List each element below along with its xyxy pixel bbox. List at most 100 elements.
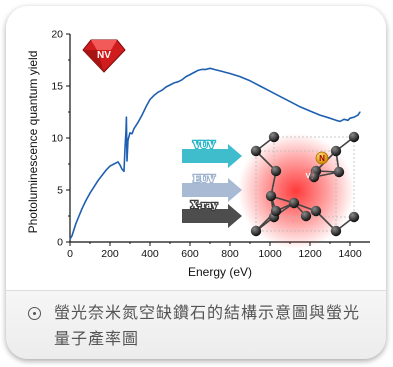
data-point (73, 228, 75, 231)
chart-panel: 0 5 10 15 20 0 200 400 600 800 1000 1200 1400 Energy … (6, 6, 386, 290)
caption-text: 螢光奈米氮空缺鑽石的結構示意圖與螢光量子產率圖 (54, 303, 361, 348)
data-point (75, 222, 77, 224)
data-point (129, 132, 131, 134)
data-point (209, 67, 211, 69)
carbon-atom (268, 131, 280, 143)
nv-crystal-illustration: NV (238, 131, 360, 249)
data-point (69, 238, 71, 240)
data-point (78, 215, 80, 217)
data-point (259, 85, 261, 87)
x-tick-label: 400 (141, 248, 159, 260)
x-tick-label: 1000 (258, 248, 282, 260)
arrow-shape (182, 178, 242, 202)
x-tick-label: 800 (221, 248, 239, 260)
arrow-xray-icon: X-ray (182, 200, 242, 228)
data-point (113, 163, 115, 165)
data-point (217, 69, 219, 71)
arrow-label: EUV (193, 175, 216, 185)
data-point (173, 82, 175, 84)
caption-bar: 螢光奈米氮空缺鑽石的結構示意圖與螢光量子產率圖 (6, 290, 386, 359)
data-point (117, 161, 119, 163)
carbon-atom (300, 210, 312, 222)
gem-facet-left (83, 50, 104, 72)
data-point (101, 174, 103, 176)
data-point (319, 114, 321, 116)
x-tick-label: 0 (67, 248, 73, 260)
data-point (347, 119, 349, 121)
data-point (119, 164, 121, 166)
gem-label: NV (97, 50, 111, 61)
data-point (165, 86, 167, 88)
data-point (97, 180, 99, 182)
y-tick-label: 5 (57, 185, 63, 197)
data-point (157, 91, 159, 93)
data-point (329, 117, 331, 119)
figure-card: 0 5 10 15 20 0 200 400 600 800 1000 1200 1400 Energy … (6, 6, 386, 359)
data-point (205, 68, 207, 70)
data-point (335, 119, 337, 121)
data-point (225, 71, 227, 74)
data-point (177, 81, 179, 83)
arrow-euv-icon: EUV (182, 174, 242, 202)
nitrogen-atom (315, 151, 329, 165)
data-point (133, 128, 135, 130)
data-point (339, 120, 341, 122)
data-point (125, 116, 127, 118)
data-point (229, 72, 231, 75)
data-point (239, 76, 241, 78)
data-point (149, 98, 151, 101)
carbon-atom (348, 131, 360, 143)
x-tick-label: 200 (101, 248, 119, 260)
carbon-atom (288, 197, 300, 209)
data-point (221, 70, 223, 72)
carbon-atom (265, 190, 277, 202)
data-point (197, 69, 199, 71)
carbon-atom (348, 211, 360, 223)
data-point (279, 95, 281, 97)
carbon-atom (250, 145, 262, 157)
carbon-atom (270, 165, 282, 177)
data-point (357, 114, 359, 116)
series-line (69, 67, 361, 240)
x-tick-label: 600 (181, 248, 199, 260)
data-point (153, 94, 155, 96)
data-point (126, 160, 128, 162)
nitrogen-label: N (319, 154, 325, 163)
data-point (349, 117, 351, 119)
vacancy-label: V (305, 171, 310, 180)
y-tick-label: 10 (51, 133, 63, 145)
data-point (124, 147, 126, 149)
carbon-atom (330, 225, 342, 237)
data-point (161, 89, 163, 91)
carbon-atom (333, 166, 345, 178)
gem-body (82, 39, 126, 73)
data-point (213, 68, 215, 70)
x-tick-label: 1200 (298, 248, 322, 260)
data-point (145, 106, 147, 108)
data-point (343, 118, 345, 120)
data-point (269, 90, 271, 92)
x-axis-label: Energy (eV) (188, 265, 252, 279)
target-circle-icon (28, 307, 41, 320)
data-point (137, 121, 139, 123)
data-point (93, 186, 95, 188)
y-axis-label: Photoluminescence quantum yield (26, 51, 40, 234)
data-point (193, 71, 195, 74)
data-point (131, 133, 133, 135)
data-point (249, 80, 251, 82)
data-point (125, 130, 127, 132)
y-tick-label: 15 (51, 81, 63, 93)
arrow-label: VUV (192, 141, 216, 151)
data-point (81, 208, 83, 210)
data-point (127, 139, 129, 141)
carbon-atom (310, 205, 322, 217)
x-tick-label: 1400 (338, 248, 362, 260)
data-point (181, 79, 183, 81)
nv-gem-icon: NV (82, 39, 126, 73)
carbon-atom (308, 171, 320, 183)
y-tick-label: 20 (51, 29, 63, 41)
arrow-shape (182, 144, 242, 168)
y-tick-label: 0 (57, 237, 63, 249)
arrow-label: X-ray (191, 201, 218, 211)
